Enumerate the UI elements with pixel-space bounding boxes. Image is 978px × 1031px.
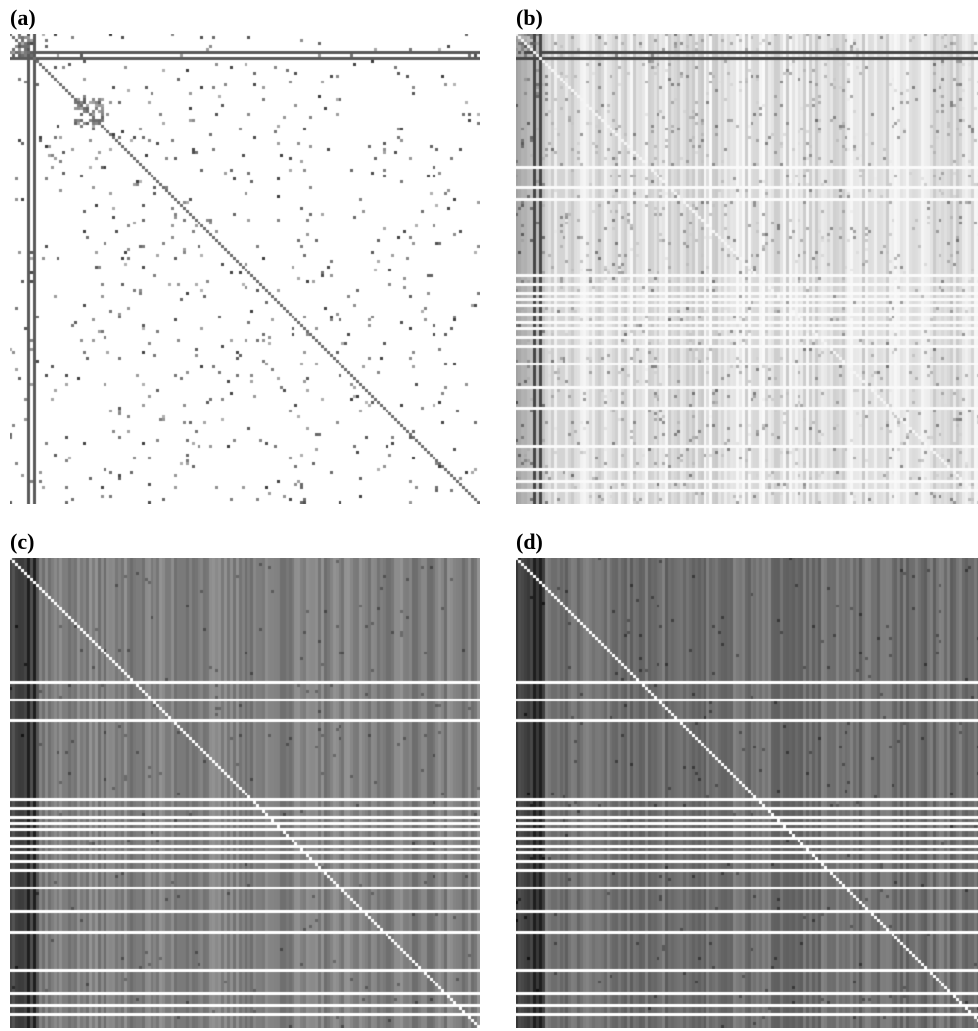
panel-label: (a) <box>10 5 36 30</box>
matrix-heatmap <box>516 558 978 1028</box>
panel-label: (b) <box>516 5 543 30</box>
matrix-heatmap <box>10 558 480 1028</box>
panel-label: (d) <box>516 529 543 554</box>
matrix-heatmap <box>516 34 978 504</box>
panel-label: (c) <box>10 529 35 554</box>
matrix-heatmap <box>10 34 480 504</box>
